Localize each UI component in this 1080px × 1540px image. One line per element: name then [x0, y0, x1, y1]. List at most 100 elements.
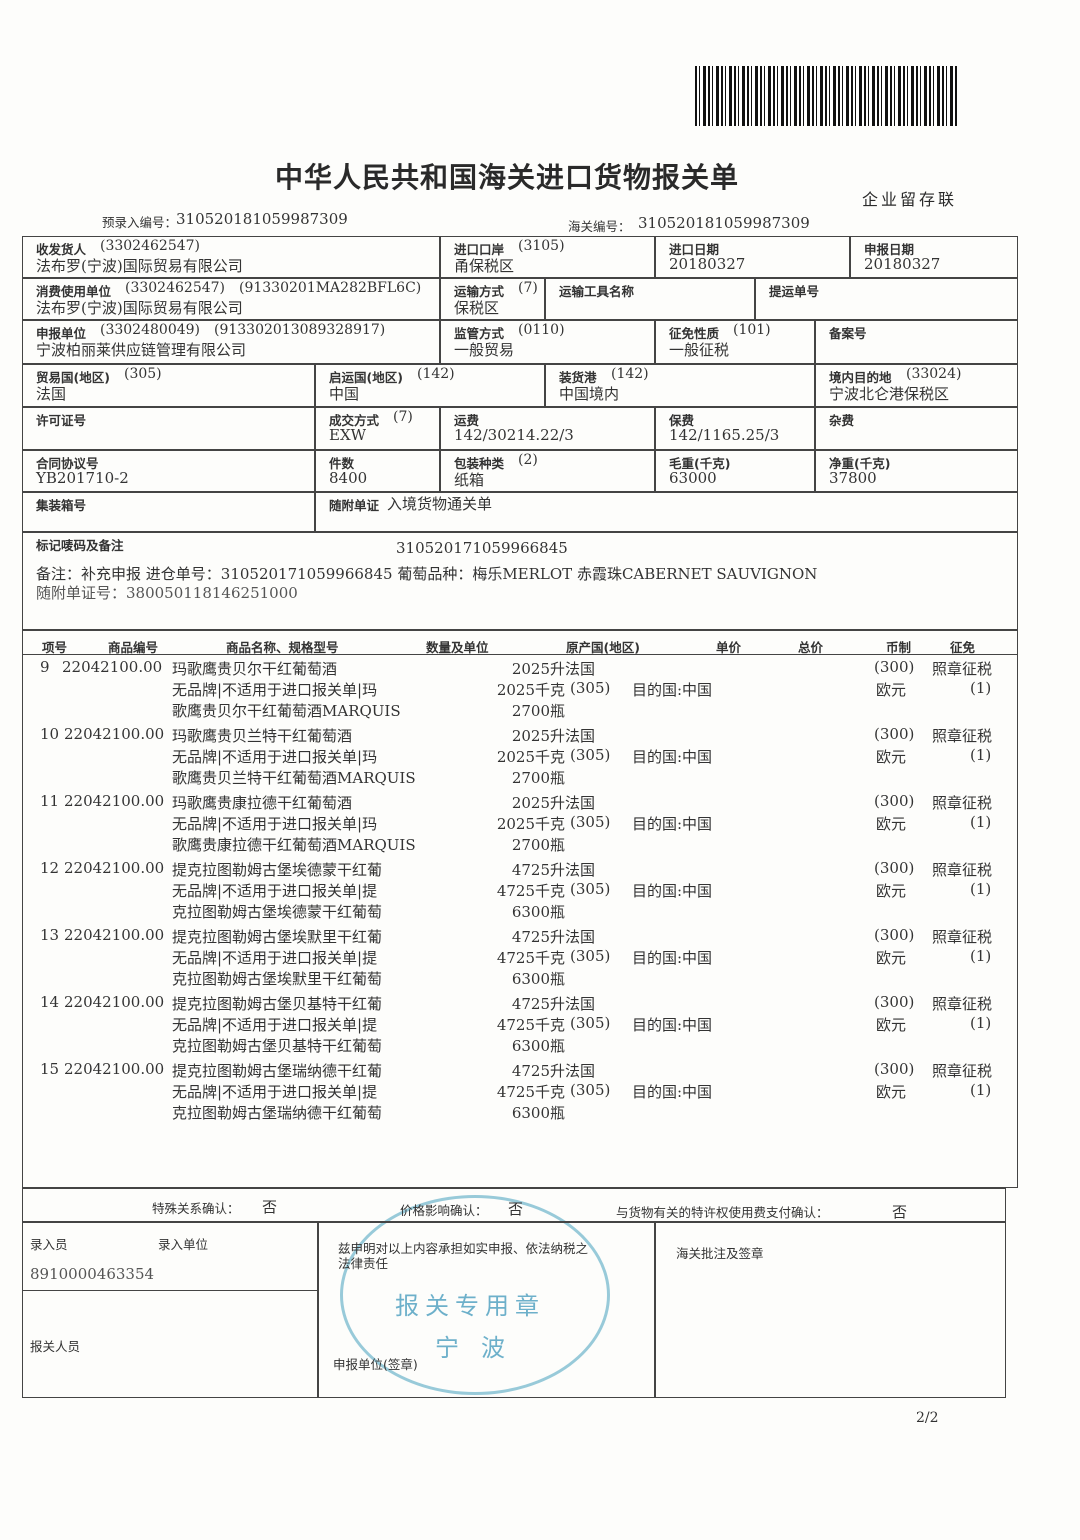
field-code: (7)	[393, 409, 413, 425]
table-cell	[815, 364, 1018, 407]
column-header: 商品名称、规格型号	[226, 640, 339, 655]
item-levy: 照章征税	[932, 995, 993, 1013]
special-label: 特殊关系确认：	[152, 1201, 240, 1216]
royalty-value: 否	[892, 1203, 908, 1221]
item-name: 无品牌|不适用于进口报关单|玛	[172, 815, 378, 833]
item-currency-code: (300)	[874, 725, 915, 743]
item-currency: 欧元	[876, 681, 907, 699]
field-code: (142)	[611, 366, 649, 382]
item-currency: 欧元	[876, 748, 907, 766]
table-cell	[315, 364, 545, 407]
item-origin: 法国	[565, 995, 596, 1013]
table-cell	[22, 450, 315, 492]
item-levy: 照章征税	[932, 660, 993, 678]
item-name: 玛歌鹰贵贝兰特干红葡萄酒	[172, 727, 353, 745]
table-cell	[815, 450, 1018, 492]
stamp-text: 报关专用章	[395, 1292, 545, 1320]
field-label: 运输方式	[454, 284, 505, 299]
item-qty: 4725千克	[496, 1083, 565, 1101]
column-header: 征免	[950, 640, 976, 655]
stamp: 报关专用章 宁波	[340, 1195, 610, 1395]
item-levy-code: (1)	[970, 947, 992, 965]
item-code: 22042100.00	[64, 993, 165, 1011]
field-code: (913302013089328917)	[214, 322, 386, 338]
broker: 报关人员	[30, 1339, 81, 1354]
field-label: 启运国(地区)	[329, 370, 403, 385]
field-code: (3302462547)	[125, 280, 225, 296]
table-cell	[440, 407, 655, 450]
field-value: 一般贸易	[454, 341, 515, 359]
field-label: 净重(千克)	[829, 456, 891, 471]
item-currency-code: (300)	[874, 859, 915, 877]
field-label: 运费	[454, 413, 480, 428]
item-qty: 2025千克	[496, 681, 565, 699]
item-name: 克拉图勒姆古堡埃德蒙干红葡萄	[172, 903, 383, 921]
item-qty: 4725千克	[496, 1016, 565, 1034]
item-qty: 6300瓶	[511, 1104, 565, 1122]
field-code: (142)	[417, 366, 455, 382]
table-cell	[655, 450, 815, 492]
item-qty: 4725升	[511, 995, 565, 1013]
field-label: 监管方式	[454, 326, 505, 341]
item-currency: 欧元	[876, 949, 907, 967]
page-number: 2/2	[916, 1410, 939, 1426]
field-value: 法布罗(宁波)国际贸易有限公司	[36, 257, 243, 275]
item-name: 无品牌|不适用于进口报关单|提	[172, 1083, 378, 1101]
table-cell	[22, 364, 315, 407]
item-origin: 法国	[565, 794, 596, 812]
field-label: 装货港	[559, 370, 597, 385]
field-label: 备案号	[829, 326, 867, 341]
item-qty: 2700瓶	[511, 702, 565, 720]
item-currency-code: (300)	[874, 1060, 915, 1078]
field-value: 20180327	[669, 255, 746, 273]
column-header: 商品编号	[108, 640, 159, 655]
item-name: 歌鹰贵贝兰特干红葡萄酒MARQUIS	[172, 769, 416, 787]
field-label: 进口日期	[669, 242, 720, 257]
field-value: 甬保税区	[454, 257, 515, 275]
item-currency: 欧元	[876, 882, 907, 900]
item-qty: 6300瓶	[511, 970, 565, 988]
table-cell	[22, 278, 440, 320]
item-code: 22042100.00	[62, 658, 163, 676]
item-name: 克拉图勒姆古堡贝基特干红葡萄	[172, 1037, 383, 1055]
item-levy-code: (1)	[970, 746, 992, 764]
field-value: 8400	[329, 469, 368, 487]
field-code: (3302462547)	[100, 238, 200, 254]
item-dest: 目的国:中国	[632, 815, 713, 833]
item-name: 无品牌|不适用于进口报关单|提	[172, 949, 378, 967]
field-code: (91330201MA282BFL6C)	[239, 280, 422, 296]
item-origin: 法国	[565, 660, 596, 678]
item-dest: 目的国:中国	[632, 748, 713, 766]
price-label: 价格影响确认：	[400, 1203, 488, 1218]
table-cell	[815, 320, 1018, 364]
customs-no: 310520181059987309	[638, 214, 810, 232]
declaration: 法律责任	[338, 1256, 389, 1271]
item-code: 22042100.00	[64, 1060, 165, 1078]
field-label: 消费使用单位	[36, 284, 112, 299]
field-label: 杂费	[829, 413, 855, 428]
entry-no: 8910000463354	[30, 1265, 155, 1283]
field-value: 保税区	[454, 299, 500, 317]
item-name: 无品牌|不适用于进口报关单|玛	[172, 681, 378, 699]
item-name: 玛歌鹰贵贝尔干红葡萄酒	[172, 660, 338, 678]
item-dest: 目的国:中国	[632, 882, 713, 900]
table-cell	[440, 450, 655, 492]
field-label: 提运单号	[769, 284, 820, 299]
item-currency-code: (300)	[874, 993, 915, 1011]
item-currency-code: (300)	[874, 792, 915, 810]
table-cell	[22, 1188, 1006, 1222]
item-name: 克拉图勒姆古堡瑞纳德干红葡萄	[172, 1104, 383, 1122]
field-label: 收发货人	[36, 242, 87, 257]
item-qty: 2025千克	[496, 815, 565, 833]
table-cell	[850, 236, 1018, 278]
table-cell	[22, 320, 440, 364]
field-value: 纸箱	[454, 471, 485, 489]
item-origin-code: (305)	[570, 947, 611, 965]
table-cell	[655, 407, 815, 450]
item-currency: 欧元	[876, 1083, 907, 1101]
field-label: 件数	[329, 456, 355, 471]
marks-remark: 备注：补充申报 进仓单号：310520171059966845 葡萄品种：梅乐M…	[36, 565, 818, 583]
item-levy-code: (1)	[970, 813, 992, 831]
table-cell	[22, 236, 440, 278]
item-qty: 2025升	[511, 794, 565, 812]
